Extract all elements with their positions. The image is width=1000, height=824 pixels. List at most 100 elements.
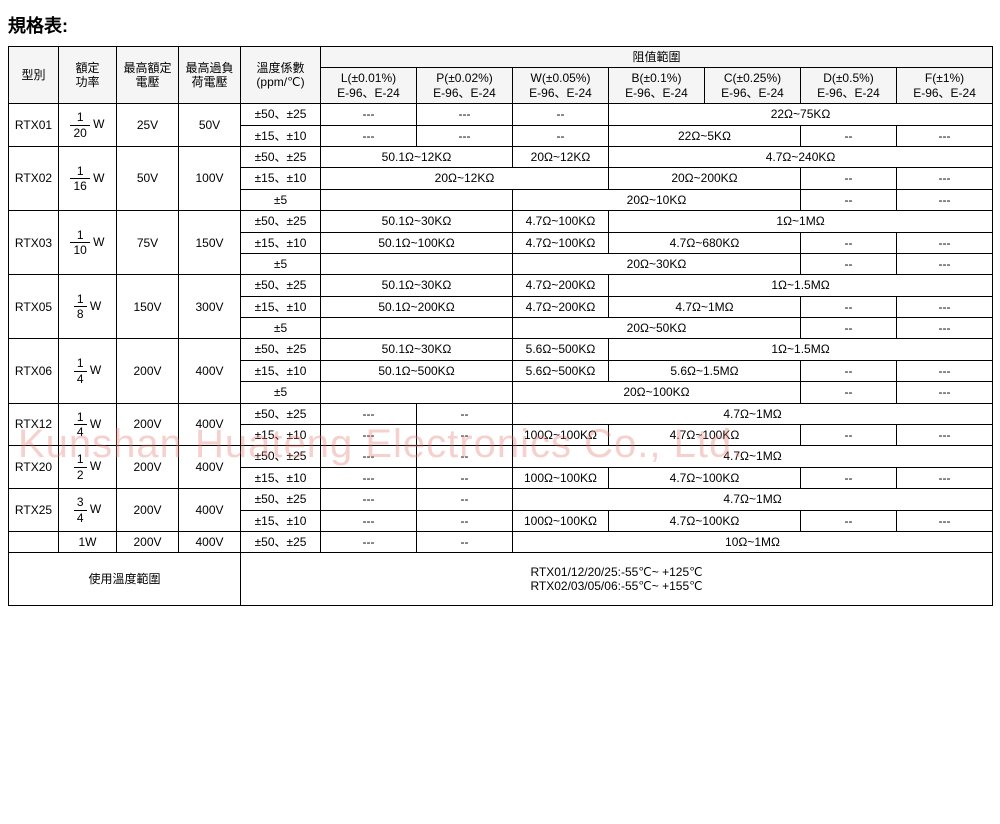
cell: 50.1Ω~12KΩ xyxy=(321,146,513,167)
cell: 50.1Ω~30KΩ xyxy=(321,211,513,232)
cell: -- xyxy=(417,446,513,467)
table-row: RTX05 18 W 150V 300V ±50、±25 50.1Ω~30KΩ … xyxy=(9,275,993,296)
cell: ±5 xyxy=(241,253,321,274)
cell xyxy=(321,189,513,210)
cell: --- xyxy=(897,253,993,274)
table-row: RTX01 120 W 25V 50V ±50、±25 --- --- -- 2… xyxy=(9,104,993,125)
cell-power: 14 W xyxy=(59,403,117,446)
cell: 20Ω~10KΩ xyxy=(513,189,801,210)
cell: --- xyxy=(897,296,993,317)
cell: ±50、±25 xyxy=(241,489,321,510)
cell: 400V xyxy=(179,489,241,532)
cell: ±50、±25 xyxy=(241,403,321,424)
cell: -- xyxy=(417,531,513,552)
cell-power: 110 W xyxy=(59,211,117,275)
cell: --- xyxy=(321,510,417,531)
cell: 50.1Ω~30KΩ xyxy=(321,275,513,296)
cell: -- xyxy=(417,403,513,424)
cell-power: 18 W xyxy=(59,275,117,339)
cell: 150V xyxy=(117,275,179,339)
cell: ±50、±25 xyxy=(241,104,321,125)
cell: ±50、±25 xyxy=(241,146,321,167)
temp-range-line1: RTX01/12/20/25:-55℃~ +125℃ xyxy=(243,565,990,579)
cell-power: 34 W xyxy=(59,489,117,532)
cell: 10Ω~1MΩ xyxy=(513,531,993,552)
cell: 20Ω~100KΩ xyxy=(513,382,801,403)
cell: -- xyxy=(801,318,897,339)
cell: 150V xyxy=(179,211,241,275)
cell: 4.7Ω~200KΩ xyxy=(513,296,609,317)
cell: --- xyxy=(417,125,513,146)
cell xyxy=(9,531,59,552)
cell: 5.6Ω~1.5MΩ xyxy=(609,360,801,381)
cell: -- xyxy=(417,489,513,510)
cell: 100Ω~100KΩ xyxy=(513,510,609,531)
th-tcr: 溫度係數 (ppm/℃) xyxy=(241,47,321,104)
cell-type: RTX12 xyxy=(9,403,59,446)
cell: -- xyxy=(801,467,897,488)
cell: 50V xyxy=(179,104,241,147)
cell xyxy=(321,318,513,339)
cell: 4.7Ω~200KΩ xyxy=(513,275,609,296)
cell: -- xyxy=(801,168,897,189)
cell: 4.7Ω~1MΩ xyxy=(513,403,993,424)
cell: --- xyxy=(417,104,513,125)
cell: 50V xyxy=(117,146,179,210)
temp-range-line2: RTX02/03/05/06:-55℃~ +155℃ xyxy=(243,579,990,593)
cell: ±15、±10 xyxy=(241,296,321,317)
th-c: C(±0.25%) E-96、E-24 xyxy=(705,68,801,104)
cell: ±50、±25 xyxy=(241,275,321,296)
temp-range-value: RTX01/12/20/25:-55℃~ +125℃ RTX02/03/05/0… xyxy=(241,553,993,606)
cell: ±15、±10 xyxy=(241,125,321,146)
cell-type: RTX05 xyxy=(9,275,59,339)
cell: 5.6Ω~500KΩ xyxy=(513,360,609,381)
cell: -- xyxy=(513,104,609,125)
cell-power: 120 W xyxy=(59,104,117,147)
cell: ±15、±10 xyxy=(241,232,321,253)
cell: 200V xyxy=(117,531,179,552)
cell: -- xyxy=(801,232,897,253)
cell: 400V xyxy=(179,446,241,489)
cell: 50.1Ω~500KΩ xyxy=(321,360,513,381)
cell: --- xyxy=(321,446,417,467)
cell: -- xyxy=(801,125,897,146)
cell: --- xyxy=(321,489,417,510)
cell: ±15、±10 xyxy=(241,168,321,189)
th-l: L(±0.01%) E-96、E-24 xyxy=(321,68,417,104)
cell: 1Ω~1.5MΩ xyxy=(609,339,993,360)
cell: 4.7Ω~100KΩ xyxy=(609,510,801,531)
cell: -- xyxy=(417,467,513,488)
cell: 200V xyxy=(117,403,179,446)
cell: -- xyxy=(801,425,897,446)
cell: ±5 xyxy=(241,189,321,210)
cell: 50.1Ω~30KΩ xyxy=(321,339,513,360)
cell-type: RTX20 xyxy=(9,446,59,489)
th-p: P(±0.02%) E-96、E-24 xyxy=(417,68,513,104)
cell: 4.7Ω~1MΩ xyxy=(609,296,801,317)
table-row: RTX25 34 W 200V 400V ±50、±25 --- -- 4.7Ω… xyxy=(9,489,993,510)
cell: 300V xyxy=(179,275,241,339)
cell: 4.7Ω~680KΩ xyxy=(609,232,801,253)
cell: --- xyxy=(321,425,417,446)
cell: 400V xyxy=(179,403,241,446)
cell: 400V xyxy=(179,339,241,403)
cell: --- xyxy=(897,382,993,403)
cell: 200V xyxy=(117,489,179,532)
cell: --- xyxy=(897,189,993,210)
cell: 20Ω~12KΩ xyxy=(513,146,609,167)
cell-type: RTX06 xyxy=(9,339,59,403)
cell: 4.7Ω~240KΩ xyxy=(609,146,993,167)
cell: ±50、±25 xyxy=(241,531,321,552)
cell: --- xyxy=(321,467,417,488)
cell: -- xyxy=(801,360,897,381)
th-d: D(±0.5%) E-96、E-24 xyxy=(801,68,897,104)
cell: 20Ω~12KΩ xyxy=(321,168,609,189)
cell: 25V xyxy=(117,104,179,147)
cell: 200V xyxy=(117,446,179,489)
table-row: RTX20 12 W 200V 400V ±50、±25 --- -- 4.7Ω… xyxy=(9,446,993,467)
cell: --- xyxy=(897,510,993,531)
th-rated-power: 額定 功率 xyxy=(59,47,117,104)
page-title: 規格表: xyxy=(8,12,992,38)
cell: --- xyxy=(321,125,417,146)
cell: 400V xyxy=(179,531,241,552)
